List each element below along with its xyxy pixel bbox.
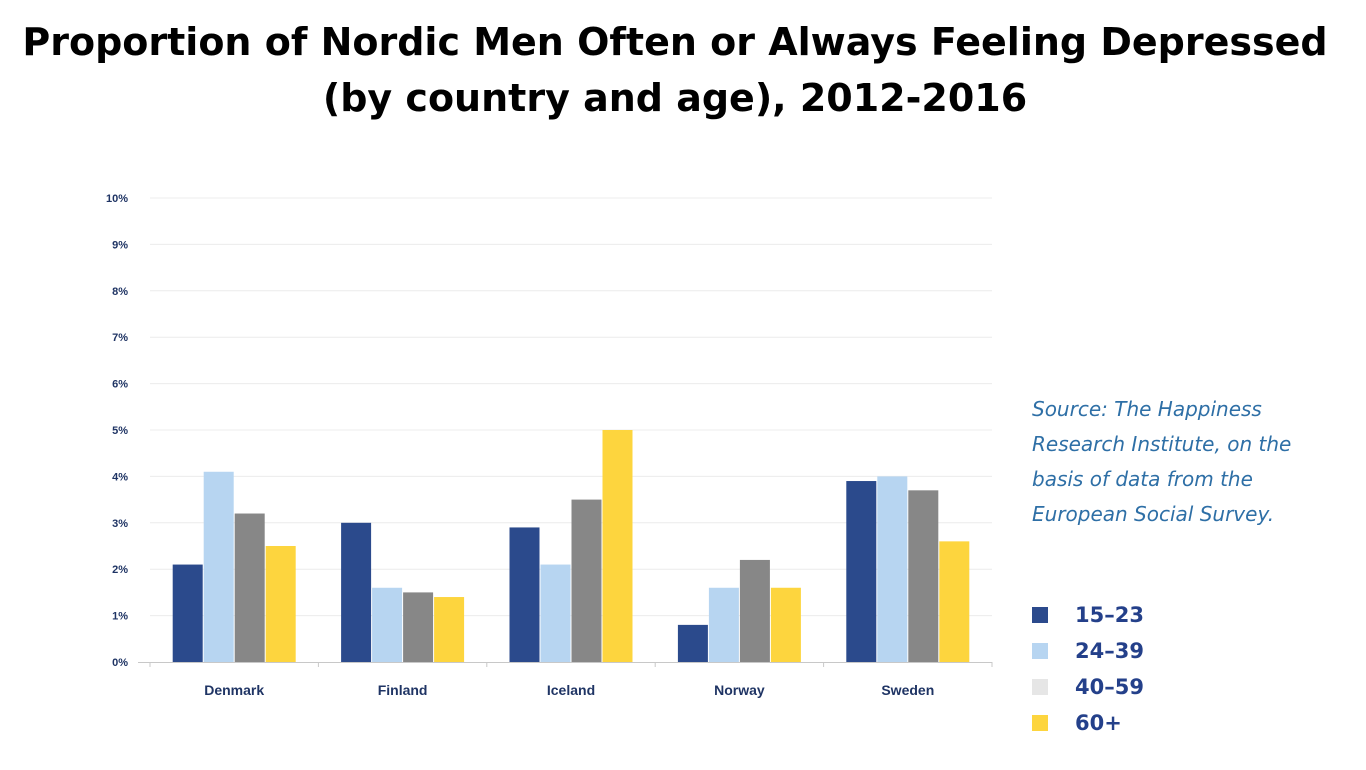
legend-item: 40–59 xyxy=(1032,669,1144,705)
bar xyxy=(203,471,234,662)
bar xyxy=(939,541,970,662)
legend-item: 60+ xyxy=(1032,705,1144,741)
bar xyxy=(540,564,571,662)
bar xyxy=(434,597,465,662)
bar xyxy=(234,513,265,662)
y-axis-tick-labels: 0% 1% 2% 3% 4% 5% 6% 7% 8% 9% 10% xyxy=(106,193,128,669)
x-axis xyxy=(138,662,993,667)
bar xyxy=(341,522,372,662)
y-tick-label: 6% xyxy=(112,379,128,391)
bar xyxy=(265,546,296,662)
y-tick-label: 9% xyxy=(112,239,128,251)
chart-title-line-1: Proportion of Nordic Men Often or Always… xyxy=(22,20,1328,64)
x-category-label: Denmark xyxy=(204,682,264,698)
bar xyxy=(509,527,540,662)
bar xyxy=(372,587,403,662)
y-tick-label: 1% xyxy=(112,611,128,623)
x-axis-category-labels: Denmark Finland Iceland Norway Sweden xyxy=(204,682,934,698)
legend: 15–23 24–39 40–59 60+ xyxy=(1032,597,1144,741)
legend-item: 15–23 xyxy=(1032,597,1144,633)
legend-swatch xyxy=(1032,679,1048,695)
x-category-label: Iceland xyxy=(547,682,595,698)
legend-swatch xyxy=(1032,643,1048,659)
y-tick-label: 0% xyxy=(112,657,128,669)
bar xyxy=(770,587,801,662)
legend-swatch xyxy=(1032,607,1048,623)
bar xyxy=(908,490,939,662)
gridlines xyxy=(150,197,992,617)
y-tick-label: 8% xyxy=(112,286,128,298)
legend-label: 15–23 xyxy=(1075,603,1144,627)
bar xyxy=(739,559,770,662)
legend-item: 24–39 xyxy=(1032,633,1144,669)
bar xyxy=(846,481,877,662)
bar xyxy=(877,476,908,662)
chart-title-line-2: (by country and age), 2012-2016 xyxy=(322,76,1028,120)
bar xyxy=(677,624,708,662)
x-category-label: Norway xyxy=(714,682,765,698)
source-note: Source: The Happiness Research Institute… xyxy=(1032,397,1292,526)
bar xyxy=(571,499,602,662)
y-tick-label: 7% xyxy=(112,332,128,344)
x-category-label: Finland xyxy=(378,682,428,698)
bar xyxy=(708,587,739,662)
legend-label: 40–59 xyxy=(1075,675,1144,699)
y-tick-label: 10% xyxy=(106,193,128,205)
bar xyxy=(172,564,203,662)
y-tick-label: 2% xyxy=(112,564,128,576)
legend-swatch xyxy=(1032,715,1048,731)
legend-label: 60+ xyxy=(1075,711,1122,735)
y-tick-label: 5% xyxy=(112,425,128,437)
legend-label: 24–39 xyxy=(1075,639,1144,663)
bars xyxy=(172,430,970,662)
chart-title: Proportion of Nordic Men Often or Always… xyxy=(0,14,1350,126)
x-category-label: Sweden xyxy=(881,682,934,698)
y-tick-label: 4% xyxy=(112,471,128,483)
y-tick-label: 3% xyxy=(112,518,128,530)
bar xyxy=(403,592,434,662)
bar xyxy=(602,430,633,662)
